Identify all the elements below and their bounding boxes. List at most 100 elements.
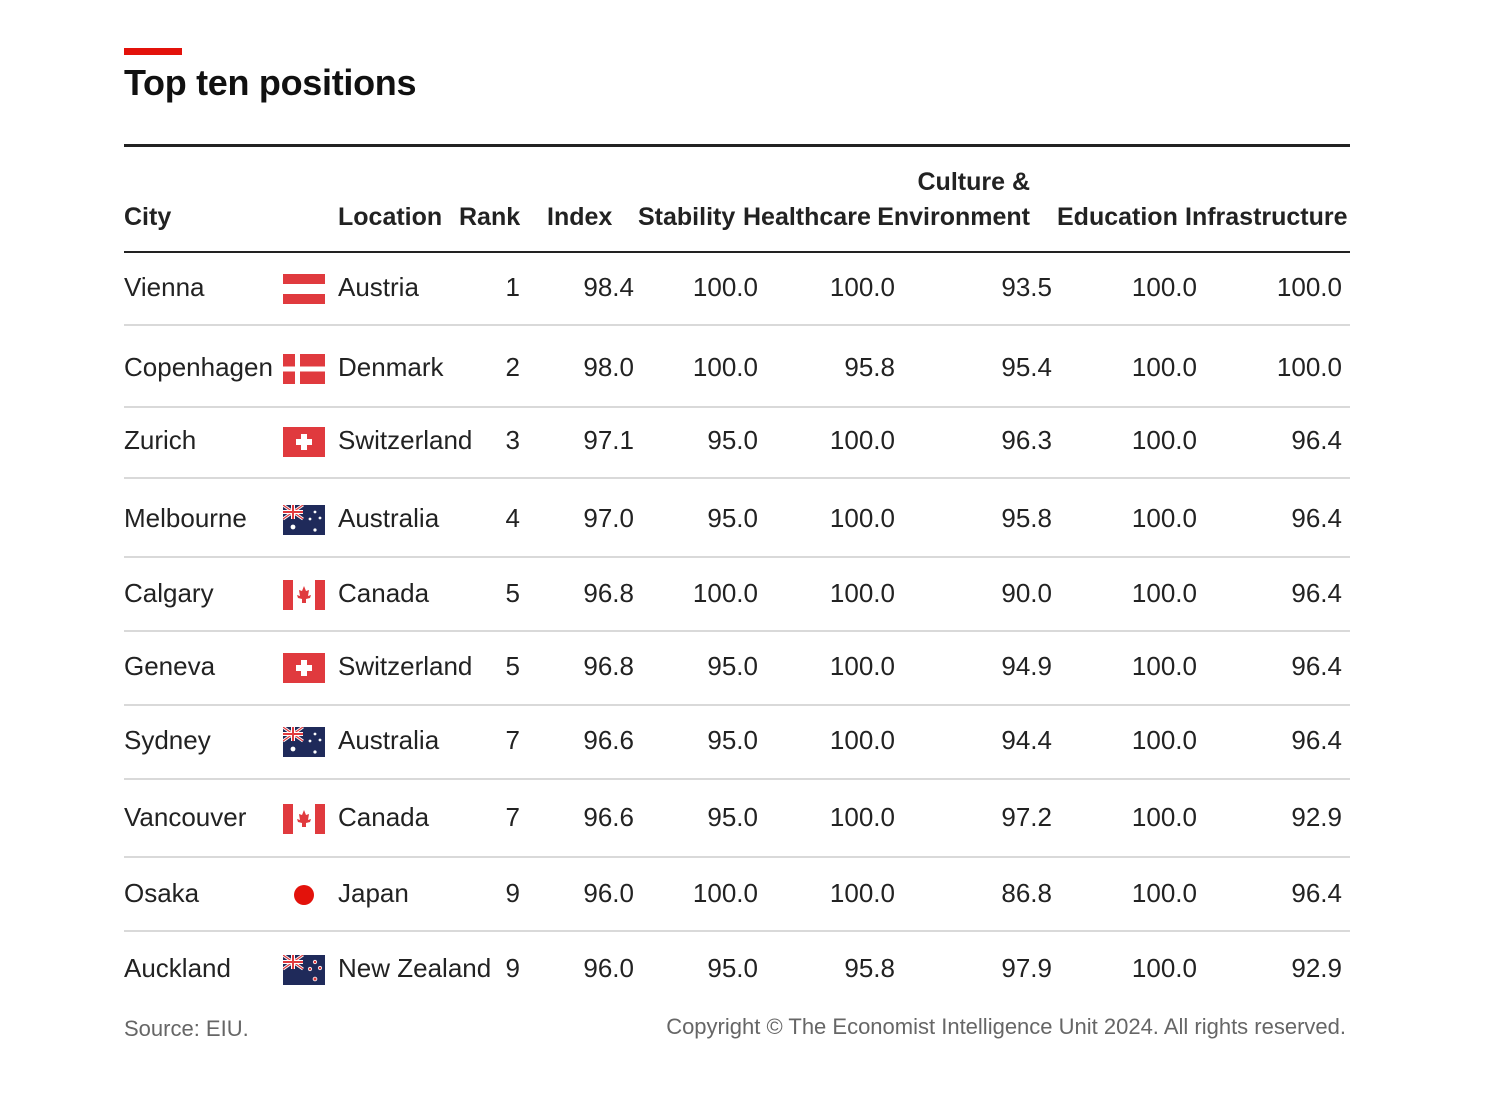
chart-title: Top ten positions: [124, 62, 417, 103]
cell-infrastructure: 96.4: [1291, 878, 1342, 908]
cell-location: Australia: [338, 503, 440, 533]
header-city: City: [124, 203, 172, 231]
row-divider: [124, 704, 1350, 706]
source-note: Source: EIU.: [124, 1016, 249, 1041]
row-divider: [124, 556, 1350, 558]
cell-culture: 94.9: [1001, 651, 1052, 681]
cell-education: 100.0: [1131, 425, 1197, 455]
cell-infrastructure: 96.4: [1291, 425, 1342, 455]
cell-infrastructure: 96.4: [1291, 578, 1342, 608]
cell-stability: 95.0: [707, 651, 758, 681]
cell-healthcare: 100.0: [829, 651, 895, 681]
cell-healthcare: 100.0: [829, 802, 895, 832]
cell-index: 96.0: [583, 953, 634, 983]
cell-rank: 9: [505, 878, 520, 908]
cell-stability: 95.0: [707, 802, 758, 832]
cell-city: Vienna: [124, 272, 205, 302]
cell-healthcare: 95.8: [844, 953, 895, 983]
cell-stability: 95.0: [707, 425, 758, 455]
cell-location: Canada: [338, 578, 430, 608]
cell-culture: 94.4: [1001, 725, 1052, 755]
cell-infrastructure: 92.9: [1291, 953, 1342, 983]
header-healthcare: Healthcare: [743, 203, 871, 231]
cell-rank: 7: [505, 802, 520, 832]
row-divider: [124, 324, 1350, 326]
cell-location: Japan: [338, 878, 409, 908]
header-infrastructure: Infrastructure: [1185, 203, 1348, 231]
cell-education: 100.0: [1131, 878, 1197, 908]
cell-index: 97.1: [583, 425, 634, 455]
cell-city: Zurich: [124, 425, 197, 455]
header-index: Index: [547, 203, 613, 231]
cell-infrastructure: 100.0: [1276, 352, 1342, 382]
cell-stability: 95.0: [707, 503, 758, 533]
cell-index: 96.6: [583, 802, 634, 832]
row-divider: [124, 856, 1350, 858]
cell-education: 100.0: [1131, 651, 1197, 681]
cell-education: 100.0: [1131, 272, 1197, 302]
cell-stability: 100.0: [692, 272, 758, 302]
cell-index: 98.0: [583, 352, 634, 382]
cell-culture: 97.9: [1001, 953, 1052, 983]
cell-healthcare: 100.0: [829, 272, 895, 302]
cell-stability: 100.0: [692, 578, 758, 608]
canada-flag-icon: [283, 580, 325, 610]
cell-infrastructure: 100.0: [1276, 272, 1342, 302]
cell-culture: 95.8: [1001, 503, 1052, 533]
cell-city: Geneva: [124, 651, 216, 681]
cell-city: Melbourne: [124, 503, 247, 533]
header-culture-line1: Culture &: [917, 168, 1031, 196]
cell-healthcare: 100.0: [829, 878, 895, 908]
header-education: Education: [1057, 203, 1178, 231]
cell-index: 97.0: [583, 503, 634, 533]
new-zealand-flag-icon: [282, 953, 325, 985]
cell-location: New Zealand: [338, 953, 492, 983]
switzerland-flag-icon: [283, 653, 325, 683]
header-location: Location: [338, 203, 443, 231]
cell-stability: 95.0: [707, 725, 758, 755]
copyright-note: Copyright © The Economist Intelligence U…: [666, 1014, 1346, 1039]
cell-rank: 2: [505, 352, 520, 382]
cell-healthcare: 100.0: [829, 725, 895, 755]
cell-index: 96.0: [583, 878, 634, 908]
cell-education: 100.0: [1131, 802, 1197, 832]
cell-culture: 96.3: [1001, 425, 1052, 455]
cell-city: Sydney: [124, 725, 211, 755]
title-accent-bar: [124, 48, 182, 55]
cell-culture: 95.4: [1001, 352, 1052, 382]
cell-location: Switzerland: [338, 651, 473, 681]
cell-culture: 93.5: [1001, 272, 1052, 302]
japan-flag-icon: [283, 880, 325, 910]
cell-infrastructure: 96.4: [1291, 725, 1342, 755]
cell-culture: 97.2: [1001, 802, 1052, 832]
cell-index: 98.4: [583, 272, 634, 302]
cell-stability: 95.0: [707, 953, 758, 983]
cell-infrastructure: 96.4: [1291, 503, 1342, 533]
header-rank: Rank: [459, 203, 521, 231]
cell-index: 96.8: [583, 578, 634, 608]
cell-index: 96.6: [583, 725, 634, 755]
australia-flag-icon: [282, 725, 325, 757]
cell-rank: 5: [505, 651, 520, 681]
cell-city: Calgary: [124, 578, 214, 608]
cell-stability: 100.0: [692, 352, 758, 382]
cell-rank: 9: [505, 953, 520, 983]
row-divider: [124, 477, 1350, 479]
cell-infrastructure: 92.9: [1291, 802, 1342, 832]
row-divider: [124, 630, 1350, 632]
row-divider: [124, 930, 1350, 932]
cell-culture: 86.8: [1001, 878, 1052, 908]
cell-location: Denmark: [338, 352, 444, 382]
cell-city: Copenhagen: [124, 352, 273, 382]
cell-healthcare: 95.8: [844, 352, 895, 382]
cell-city: Osaka: [124, 878, 200, 908]
cell-city: Auckland: [124, 953, 231, 983]
cell-location: Australia: [338, 725, 440, 755]
switzerland-flag-icon: [283, 427, 325, 457]
cell-location: Canada: [338, 802, 430, 832]
header-rule: [124, 251, 1350, 253]
cell-education: 100.0: [1131, 725, 1197, 755]
cell-education: 100.0: [1131, 352, 1197, 382]
cell-healthcare: 100.0: [829, 425, 895, 455]
cell-city: Vancouver: [124, 802, 247, 832]
